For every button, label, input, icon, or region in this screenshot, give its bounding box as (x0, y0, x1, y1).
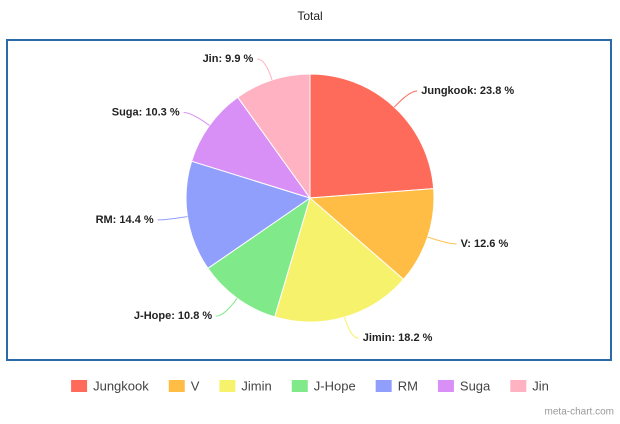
legend-label: J-Hope (314, 378, 356, 393)
data-label: Suga: 10.3 % (112, 106, 180, 118)
legend-label: Suga (460, 378, 491, 393)
legend-label: Jin (532, 378, 549, 393)
data-label: Jin: 9.9 % (203, 53, 254, 65)
leader-line (216, 298, 238, 317)
pie-slice (190, 96, 312, 199)
leader-line (257, 58, 273, 81)
data-label: Jungkook: 23.8 % (421, 85, 514, 97)
legend-swatch (375, 380, 392, 392)
leader-line (344, 316, 359, 339)
pie-slice (309, 73, 435, 199)
leader-line (427, 236, 457, 245)
legend-swatch (510, 380, 527, 392)
pie-slice (237, 73, 311, 200)
legend-label: Jimin (241, 378, 271, 393)
leader-line (183, 112, 210, 126)
legend-swatch (71, 380, 88, 392)
legend-swatch (168, 380, 185, 392)
credit: meta-chart.com (545, 407, 614, 418)
data-label: Jimin: 18.2 % (363, 332, 433, 344)
data-label: RM: 14.4 % (96, 214, 154, 226)
legend-label: V (191, 378, 200, 393)
chart-title: Total (297, 9, 322, 23)
legend-label: RM (398, 378, 418, 393)
pie-slice (308, 188, 435, 281)
leader-line (393, 90, 418, 108)
legend-swatch (219, 380, 236, 392)
legend-label: Jungkook (93, 378, 149, 393)
legend-swatch (437, 380, 454, 392)
plot-frame (6, 39, 612, 361)
legend-swatch (291, 380, 308, 392)
pie-slice (185, 160, 312, 270)
leader-line (157, 216, 188, 221)
data-label: V: 12.6 % (461, 238, 509, 250)
data-label: J-Hope: 10.8 % (134, 310, 212, 322)
pie-slice (207, 196, 311, 318)
